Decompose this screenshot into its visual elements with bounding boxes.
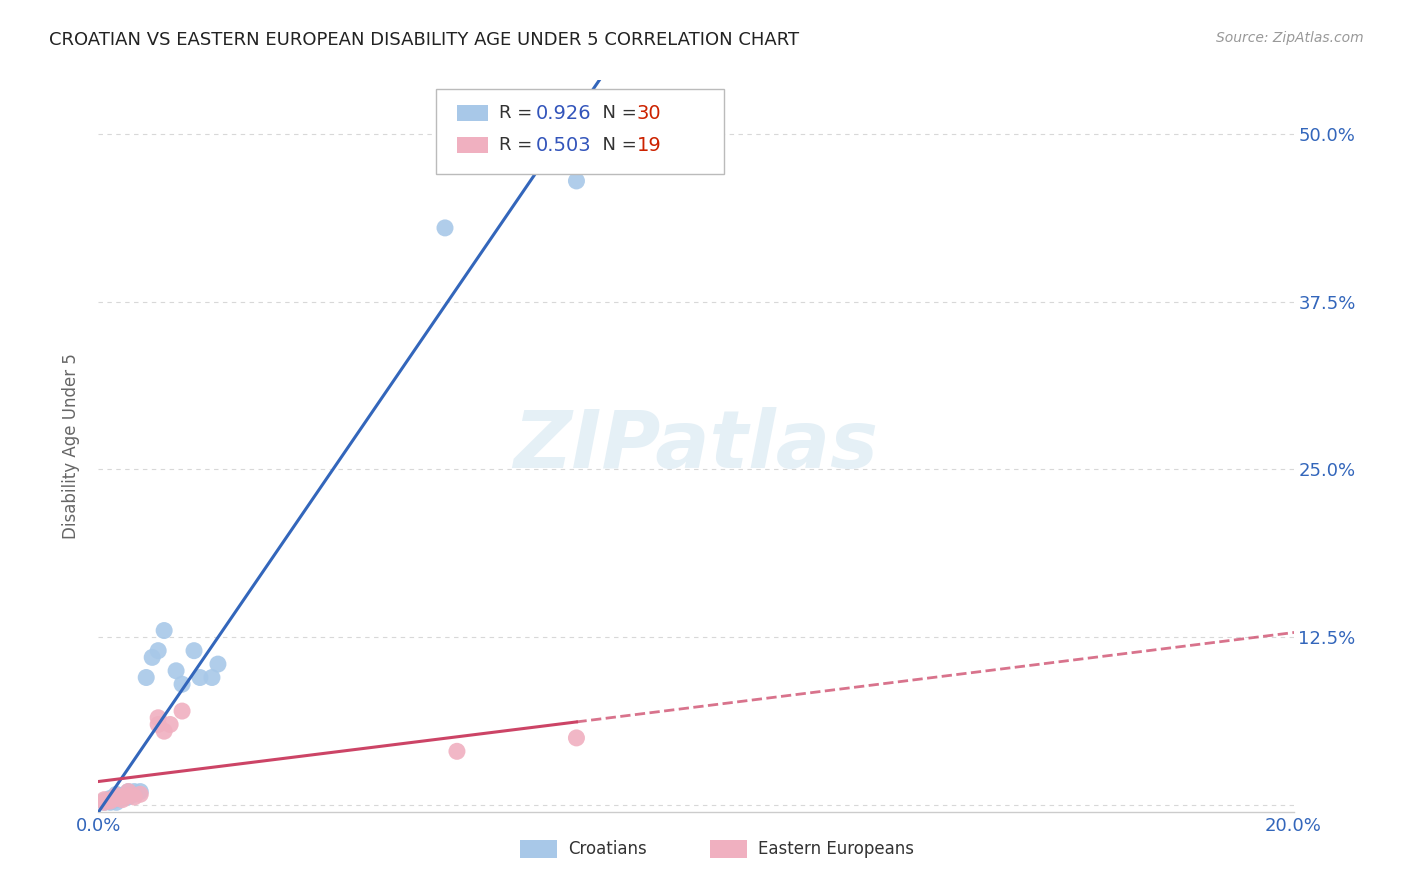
Point bbox=[172, 704, 194, 718]
Point bbox=[105, 792, 128, 806]
Point bbox=[201, 671, 224, 685]
Point bbox=[153, 624, 176, 638]
Point bbox=[98, 794, 122, 808]
Point bbox=[111, 792, 134, 806]
Text: Croatians: Croatians bbox=[568, 840, 647, 858]
Text: R =: R = bbox=[499, 104, 538, 122]
Text: 19: 19 bbox=[637, 136, 662, 155]
Point bbox=[207, 657, 229, 671]
Point bbox=[129, 784, 152, 798]
Point bbox=[129, 787, 152, 801]
Text: N =: N = bbox=[591, 104, 643, 122]
Text: Source: ZipAtlas.com: Source: ZipAtlas.com bbox=[1216, 31, 1364, 45]
Point bbox=[141, 650, 163, 665]
Point bbox=[93, 794, 115, 808]
Point bbox=[93, 792, 115, 806]
Text: 30: 30 bbox=[637, 103, 662, 123]
Point bbox=[98, 792, 122, 806]
Point bbox=[98, 794, 122, 808]
Point bbox=[565, 174, 588, 188]
Point bbox=[153, 724, 176, 739]
Point bbox=[117, 784, 139, 798]
Point bbox=[159, 717, 181, 731]
Point bbox=[183, 643, 205, 657]
Point bbox=[148, 711, 170, 725]
Point bbox=[117, 784, 139, 798]
Text: N =: N = bbox=[591, 136, 643, 154]
Point bbox=[434, 221, 457, 235]
Text: ZIPatlas: ZIPatlas bbox=[513, 407, 879, 485]
Point bbox=[111, 789, 134, 803]
Point bbox=[124, 789, 146, 804]
Point bbox=[98, 795, 122, 809]
Point bbox=[172, 677, 194, 691]
Text: CROATIAN VS EASTERN EUROPEAN DISABILITY AGE UNDER 5 CORRELATION CHART: CROATIAN VS EASTERN EUROPEAN DISABILITY … bbox=[49, 31, 800, 49]
Point bbox=[105, 789, 128, 803]
Point bbox=[565, 731, 588, 745]
Point bbox=[93, 795, 115, 809]
Point bbox=[165, 664, 187, 678]
Point bbox=[446, 744, 468, 758]
Point bbox=[111, 789, 134, 804]
Point bbox=[117, 787, 139, 801]
Text: Eastern Europeans: Eastern Europeans bbox=[758, 840, 914, 858]
Point bbox=[98, 792, 122, 806]
Text: 0.926: 0.926 bbox=[536, 103, 592, 123]
Point bbox=[148, 643, 170, 657]
Point bbox=[117, 789, 139, 804]
Y-axis label: Disability Age Under 5: Disability Age Under 5 bbox=[62, 353, 80, 539]
Point bbox=[124, 784, 146, 798]
Point bbox=[135, 671, 157, 685]
Point bbox=[188, 671, 211, 685]
Point bbox=[105, 789, 128, 804]
Point bbox=[105, 791, 128, 805]
Point bbox=[124, 787, 146, 801]
Point bbox=[148, 717, 170, 731]
Text: 0.503: 0.503 bbox=[536, 136, 592, 155]
Point bbox=[105, 787, 128, 801]
Point bbox=[105, 795, 128, 809]
Point bbox=[93, 795, 115, 809]
Text: R =: R = bbox=[499, 136, 538, 154]
Point bbox=[98, 791, 122, 805]
Point bbox=[111, 791, 134, 805]
Point bbox=[117, 789, 139, 803]
